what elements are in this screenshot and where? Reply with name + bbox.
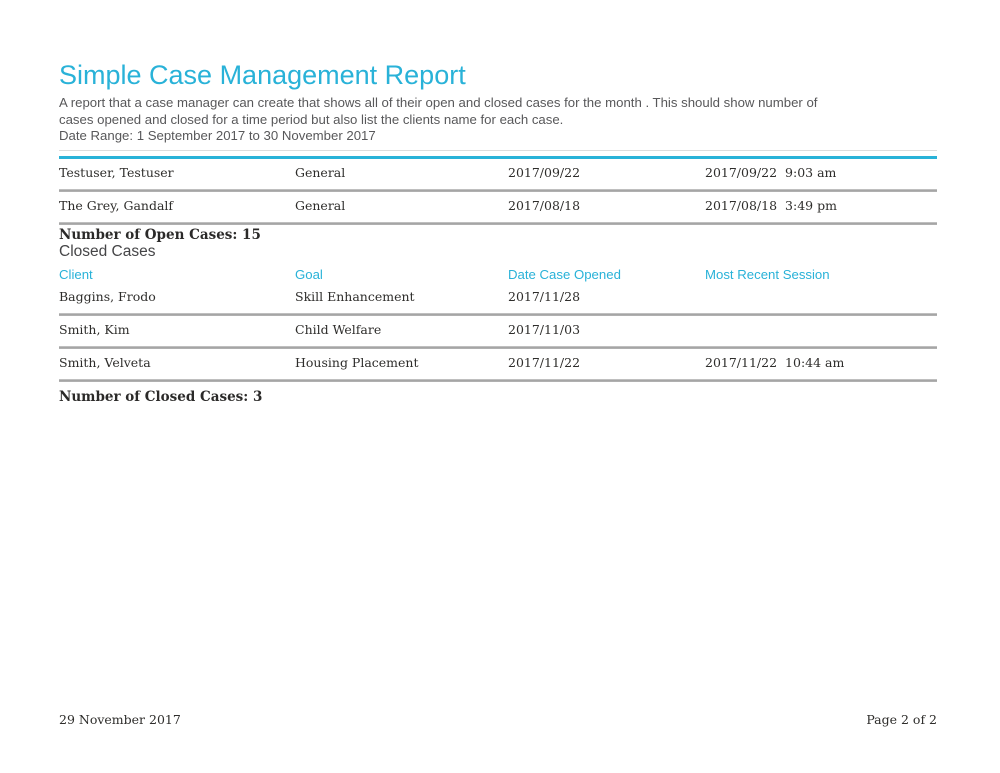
goal-cell: Child Welfare <box>295 322 382 337</box>
table-header-row: Client Goal Date Case Opened Most Recent… <box>59 268 937 282</box>
table-accent-rule <box>59 156 937 159</box>
date-opened-cell: 2017/09/22 <box>508 165 581 180</box>
date-range: Date Range: 1 September 2017 to 30 Novem… <box>59 128 376 143</box>
session-time: 9:03 am <box>785 165 837 180</box>
open-cases-summary: Number of Open Cases: 15 <box>59 227 261 243</box>
date-opened-cell: 2017/11/22 <box>508 355 581 370</box>
column-header-client: Client <box>59 267 93 282</box>
goal-cell: Housing Placement <box>295 355 419 370</box>
session-date: 2017/08/18 <box>705 198 778 213</box>
session-time: 10:44 am <box>785 355 845 370</box>
closed-cases-table: Client Goal Date Case Opened Most Recent… <box>59 268 937 382</box>
closed-cases-heading: Closed Cases <box>59 243 156 260</box>
client-cell: The Grey, Gandalf <box>59 198 174 213</box>
client-cell: Smith, Velveta <box>59 355 151 370</box>
column-header-date-opened: Date Case Opened <box>508 267 621 282</box>
open-cases-table: Testuser, Testuser General 2017/09/22 20… <box>59 150 937 225</box>
session-date: 2017/11/22 <box>705 355 778 370</box>
page-footer: 29 November 2017 Page 2 of 2 <box>59 712 937 727</box>
goal-cell: General <box>295 165 346 180</box>
report-description: A report that a case manager can create … <box>59 95 818 127</box>
session-cell <box>705 288 937 305</box>
row-separator <box>59 346 937 349</box>
page-title: Simple Case Management Report <box>59 60 466 90</box>
date-opened-cell: 2017/11/28 <box>508 289 581 304</box>
row-separator <box>59 189 937 192</box>
table-row: Smith, Velveta Housing Placement 2017/11… <box>59 349 937 379</box>
session-cell: 2017/08/18 3:49 pm <box>705 197 937 214</box>
client-cell: Baggins, Frodo <box>59 289 156 304</box>
table-top-hairline <box>59 150 937 151</box>
table-row: Testuser, Testuser General 2017/09/22 20… <box>59 159 937 189</box>
session-cell: 2017/09/22 9:03 am <box>705 164 937 181</box>
date-opened-cell: 2017/08/18 <box>508 198 581 213</box>
client-cell: Smith, Kim <box>59 322 130 337</box>
column-header-session: Most Recent Session <box>705 267 830 282</box>
row-separator <box>59 313 937 316</box>
footer-page-number: Page 2 of 2 <box>866 712 937 727</box>
session-date: 2017/09/22 <box>705 165 778 180</box>
client-cell: Testuser, Testuser <box>59 165 174 180</box>
column-header-goal: Goal <box>295 267 323 282</box>
report-intro: A report that a case manager can create … <box>59 95 854 145</box>
date-opened-cell: 2017/11/03 <box>508 322 581 337</box>
session-time: 3:49 pm <box>785 198 837 213</box>
session-cell: 2017/11/22 10:44 am <box>705 354 937 371</box>
table-row: Baggins, Frodo Skill Enhancement 2017/11… <box>59 288 937 313</box>
table-row: The Grey, Gandalf General 2017/08/18 201… <box>59 192 937 222</box>
footer-date: 29 November 2017 <box>59 712 181 727</box>
row-separator <box>59 222 937 225</box>
closed-cases-summary: Number of Closed Cases: 3 <box>59 389 263 405</box>
table-row: Smith, Kim Child Welfare 2017/11/03 <box>59 316 937 346</box>
session-cell <box>705 321 937 338</box>
row-separator <box>59 379 937 382</box>
goal-cell: General <box>295 198 346 213</box>
goal-cell: Skill Enhancement <box>295 289 415 304</box>
